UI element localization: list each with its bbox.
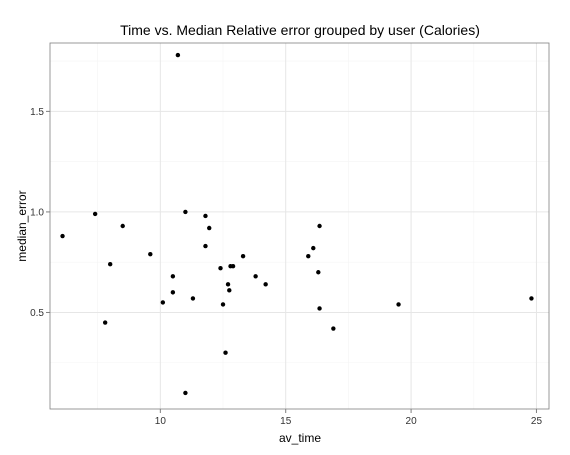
- x-axis-title: av_time: [279, 431, 321, 445]
- data-point: [306, 253, 311, 259]
- data-point: [170, 290, 176, 295]
- data-point: [203, 213, 208, 219]
- data-point: [311, 245, 316, 251]
- grid: [50, 43, 549, 409]
- data-point: [148, 251, 153, 257]
- data-point: [230, 264, 236, 269]
- data-point: [175, 52, 181, 58]
- y-axis-title: median_error: [15, 190, 29, 261]
- data-point: [227, 288, 232, 293]
- data-point: [240, 253, 246, 259]
- data-point: [218, 266, 223, 271]
- data-point: [107, 262, 113, 267]
- data-point: [183, 390, 188, 396]
- data-point: [220, 302, 226, 307]
- data-point: [331, 326, 336, 331]
- data-point: [529, 296, 534, 301]
- axis-ticks: 10 15 20 25 0.5 1.0 1.5: [30, 107, 542, 427]
- data-point: [223, 350, 228, 355]
- data-point: [225, 282, 231, 287]
- data-point: [203, 243, 208, 249]
- data-point: [396, 302, 401, 307]
- chart-title: Time vs. Median Relative error grouped b…: [120, 22, 480, 38]
- data-point: [92, 211, 98, 217]
- data-point: [170, 274, 176, 279]
- data-point: [60, 233, 65, 239]
- data-points: [60, 52, 534, 396]
- data-point: [190, 296, 196, 301]
- x-tick-label: 15: [280, 416, 292, 427]
- data-point: [102, 320, 108, 325]
- data-point: [207, 225, 212, 231]
- data-point: [160, 300, 166, 305]
- data-point: [120, 223, 125, 229]
- x-tick-label: 20: [406, 416, 418, 427]
- data-point: [317, 223, 322, 229]
- data-point: [183, 209, 188, 215]
- data-point: [263, 282, 268, 287]
- data-point: [316, 270, 321, 275]
- data-point: [317, 306, 322, 311]
- y-tick-label: 0.5: [30, 308, 44, 319]
- x-tick-label: 25: [531, 416, 543, 427]
- y-tick-label: 1.0: [30, 207, 44, 218]
- plot-panel: [49, 42, 550, 410]
- x-tick-label: 10: [155, 416, 167, 427]
- y-tick-label: 1.5: [30, 107, 44, 118]
- data-point: [253, 274, 258, 279]
